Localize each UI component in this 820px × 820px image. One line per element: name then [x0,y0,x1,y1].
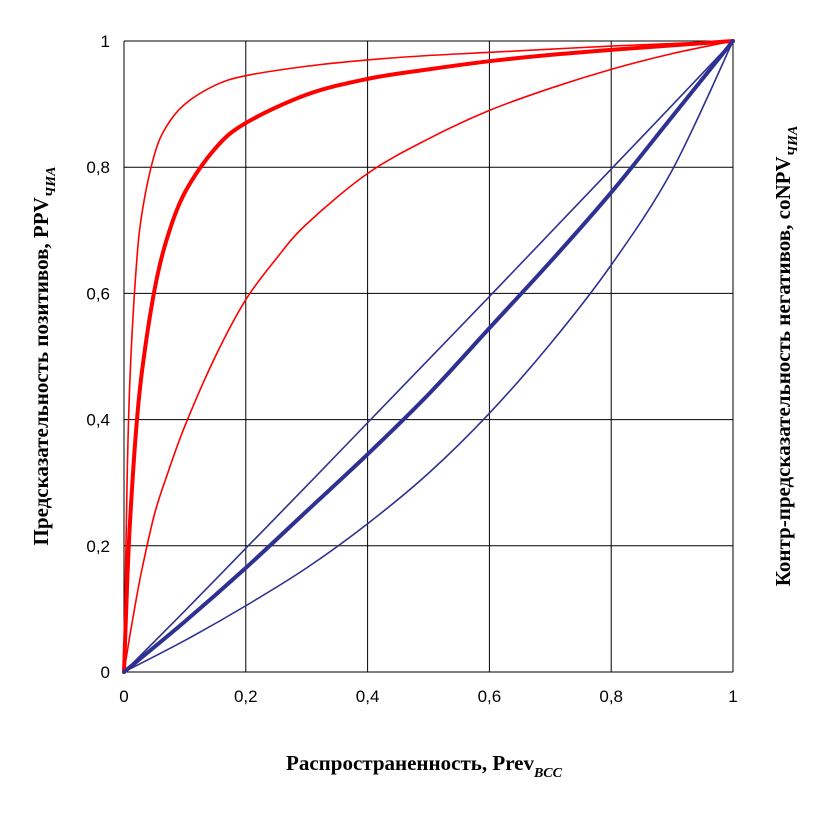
x-tick-label: 0,6 [478,687,502,706]
x-tick-label: 0 [119,687,128,706]
series-line-ppv-thick-1 [122,39,735,674]
y-tick-label: 0,2 [86,537,110,556]
series-line-ppv-thin-2 [123,40,734,673]
y-tick-label: 0 [101,663,110,682]
x-axis-title-main: Распространенность, Prev [286,751,534,775]
y-axis-left-title-main: Предсказательность позитивов, PPV [29,197,53,545]
y-tick-label: 0,4 [86,411,110,430]
y-axis-left-title: Предсказательность позитивов, PPVЧИА [29,167,59,546]
series-line-conpv-thin-3 [123,40,734,673]
x-tick-label: 0,4 [356,687,380,706]
x-tick-label: 1 [728,687,737,706]
series-line-conpv-thick-4 [122,39,735,674]
y-axis-right-title: Контр-предсказательность негативов, coNP… [771,126,801,587]
y-axis-right-title-main: Контр-предсказательность негативов, coNP… [771,156,795,586]
y-tick-label: 0,6 [86,284,110,303]
series-line-ppv-thin-0 [123,40,734,673]
y-axis-left-title-sub: ЧИА [44,167,59,198]
y-tick-label: 1 [101,32,110,51]
y-tick-label: 0,8 [86,158,110,177]
grid [123,40,734,673]
series-line-conpv-thin-5 [123,40,734,673]
x-axis-title: Распространенность, PrevBCC [286,751,563,781]
series-layer [122,39,735,674]
y-axis-right-title-sub: ЧИА [786,126,801,157]
tick-labels: 0 0,2 0,4 0,6 0,8 1 0 0,2 0,4 0,6 0,8 1 [86,32,737,706]
x-axis-title-sub: BCC [533,766,563,781]
x-tick-label: 0,2 [234,687,258,706]
x-tick-label: 0,8 [599,687,623,706]
